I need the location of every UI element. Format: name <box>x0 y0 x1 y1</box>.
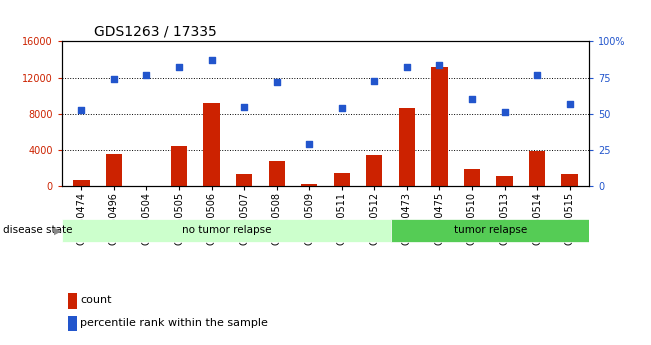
Point <box>434 62 445 67</box>
Point <box>206 58 217 63</box>
Bar <box>203 103 220 186</box>
Bar <box>431 67 447 186</box>
Text: GDS1263 / 17335: GDS1263 / 17335 <box>94 24 217 38</box>
Bar <box>105 154 122 186</box>
Point <box>304 141 314 147</box>
Bar <box>73 180 89 186</box>
Text: percentile rank within the sample: percentile rank within the sample <box>80 318 268 327</box>
Bar <box>464 169 480 186</box>
Bar <box>561 174 577 186</box>
Bar <box>333 173 350 186</box>
Bar <box>398 108 415 186</box>
Text: tumor relapse: tumor relapse <box>454 225 527 235</box>
Point <box>174 65 184 70</box>
Point <box>76 107 87 112</box>
Point <box>467 97 477 102</box>
Point <box>369 78 380 83</box>
Point <box>271 79 282 85</box>
Bar <box>529 151 545 186</box>
FancyBboxPatch shape <box>391 219 589 242</box>
Text: ▶: ▶ <box>54 225 62 235</box>
Point <box>141 72 152 78</box>
Text: count: count <box>80 295 111 305</box>
Bar <box>171 146 187 186</box>
Point <box>109 76 119 82</box>
Bar <box>236 174 252 186</box>
Point <box>564 101 575 107</box>
Bar <box>301 185 317 186</box>
Point <box>337 105 347 111</box>
Bar <box>496 176 513 186</box>
Point <box>402 65 412 70</box>
Point <box>532 72 542 78</box>
Bar <box>366 155 382 186</box>
Text: disease state: disease state <box>3 225 73 235</box>
Bar <box>269 161 285 186</box>
FancyBboxPatch shape <box>62 219 391 242</box>
Text: no tumor relapse: no tumor relapse <box>182 225 271 235</box>
Point <box>239 104 249 109</box>
Point <box>499 110 510 115</box>
